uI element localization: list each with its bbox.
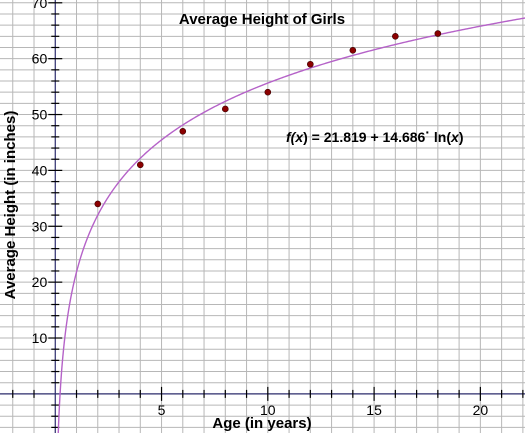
data-points — [94, 30, 442, 208]
y-axis-title: Average Height (in inches) — [2, 111, 19, 300]
x-tick-label: 15 — [366, 402, 382, 418]
data-point — [222, 105, 229, 113]
data-point — [307, 60, 314, 68]
tick-labels: 5 10 15 20 10 20 30 40 50 60 70 — [32, 0, 489, 418]
x-tick-label: 5 — [158, 402, 166, 418]
y-tick-label: 10 — [32, 330, 48, 346]
ticks — [12, 2, 524, 429]
y-tick-label: 40 — [32, 162, 48, 178]
y-tick-label: 70 — [32, 0, 48, 11]
data-point — [434, 30, 442, 37]
x-tick-label: 10 — [260, 402, 276, 418]
data-point — [94, 200, 102, 208]
y-tick-label: 30 — [32, 218, 48, 234]
equation-var-x1: x — [294, 129, 304, 145]
y-tick-label: 50 — [32, 107, 48, 123]
data-point — [179, 127, 187, 135]
regression-equation: f(x) = 21.819 + 14.686· ln(x) — [286, 124, 463, 145]
equation-close: ) — [459, 129, 464, 145]
data-point — [136, 161, 144, 169]
chart-title: Average Height of Girls — [179, 11, 345, 28]
data-point — [349, 46, 357, 54]
fit-curve — [57, 17, 525, 433]
data-point — [264, 88, 272, 96]
x-tick-label: 20 — [473, 402, 489, 418]
data-point — [392, 33, 399, 40]
equation-dot: · — [425, 124, 430, 140]
y-tick-label: 20 — [32, 274, 48, 290]
equation-var-x2: x — [450, 129, 460, 145]
y-tick-label: 60 — [32, 51, 48, 67]
equation-ln: ln( — [430, 129, 451, 145]
equation-coefficients: ) = 21.819 + 14.686 — [303, 129, 425, 145]
x-axis-title: Age (in years) — [212, 415, 311, 432]
equation-f: f( — [286, 129, 297, 145]
